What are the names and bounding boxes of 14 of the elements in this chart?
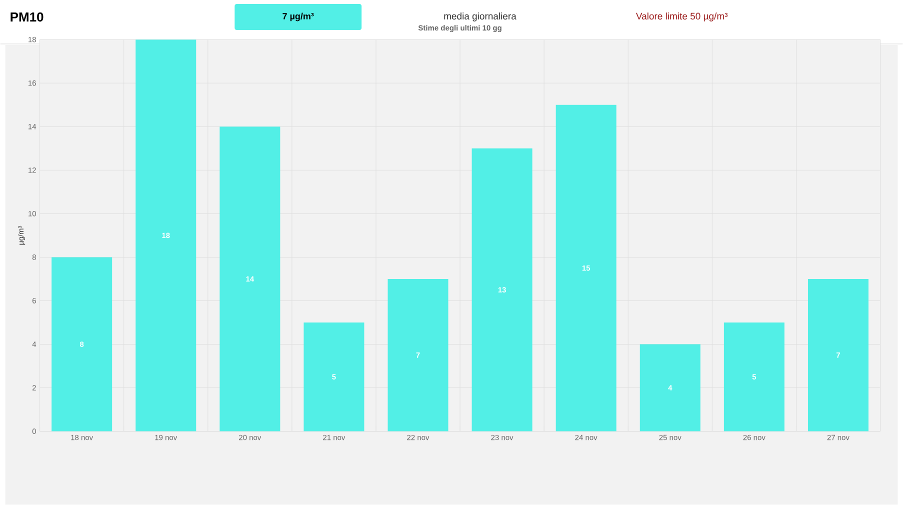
bar [220, 126, 280, 432]
bar [52, 257, 112, 432]
text: PM10 [10, 12, 44, 22]
text: Valore limite 50 µg/m³ [636, 12, 728, 22]
text: 7 µg/m³ [282, 12, 314, 22]
bar [724, 322, 784, 432]
bar [388, 279, 448, 432]
bar [304, 322, 364, 432]
bar [640, 344, 700, 432]
text: media giornaliera [444, 12, 516, 22]
bar [472, 148, 532, 432]
bar [556, 105, 616, 432]
bar [808, 279, 868, 432]
bar [136, 40, 196, 432]
